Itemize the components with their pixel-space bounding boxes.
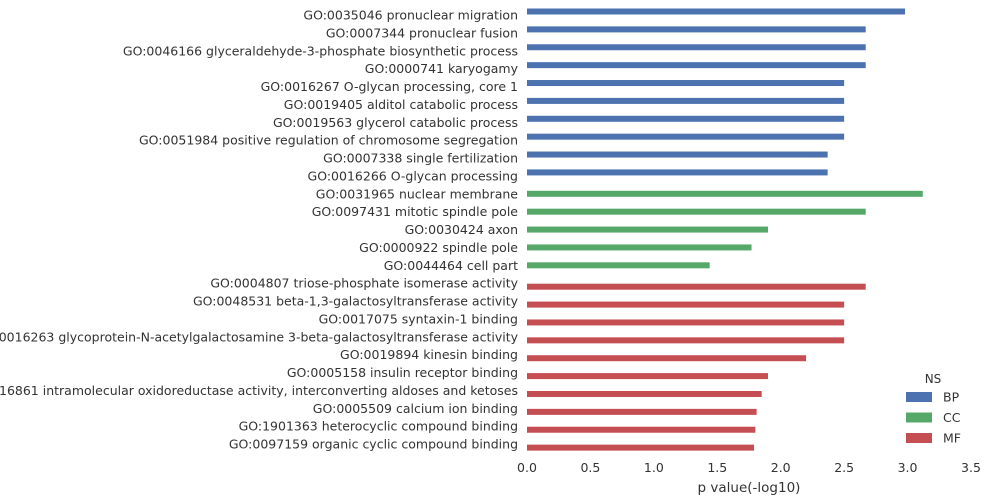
category-label: GO:0007338 single fertilization — [323, 151, 518, 166]
legend-label: MF — [943, 431, 961, 446]
legend-swatch-cc — [906, 412, 932, 423]
x-axis-title: p value(-log10) — [698, 480, 801, 496]
category-label: GO:0016263 glycoprotein-N-acetylgalactos… — [0, 329, 519, 344]
bar-mf — [527, 355, 807, 362]
category-label: GO:0000922 spindle pole — [359, 240, 518, 255]
category-label: GO:0048531 beta-1,3-galactosyltransferas… — [193, 294, 519, 309]
x-tick-label: 1.0 — [644, 460, 664, 475]
category-label: GO:0000741 karyogamy — [365, 61, 519, 76]
x-tick-label: 1.5 — [707, 460, 727, 475]
x-tick-label: 3.5 — [961, 460, 981, 475]
bars-layer — [527, 8, 923, 451]
category-label: GO:0019894 kinesin binding — [340, 347, 518, 362]
x-tick-label: 0.5 — [580, 460, 600, 475]
category-label: GO:0097431 mitotic spindle pole — [312, 204, 519, 219]
bar-mf — [527, 337, 845, 344]
bar-bp — [527, 151, 828, 158]
legend-swatch-bp — [906, 392, 932, 402]
bar-bp — [527, 8, 906, 15]
category-label: GO:0046166 glyceraldehyde-3-phosphate bi… — [123, 43, 518, 58]
bar-mf — [527, 319, 845, 326]
bar-bp — [527, 26, 866, 33]
bar-cc — [527, 262, 710, 269]
legend-title: NS — [925, 372, 942, 386]
category-label: GO:1901363 heterocyclic compound binding — [239, 419, 518, 434]
legend-swatch-mf — [906, 433, 932, 443]
category-label: GO:0007344 pronuclear fusion — [326, 25, 518, 40]
legend-label: CC — [943, 410, 961, 425]
bar-mf — [527, 373, 769, 380]
x-tick-label: 0.0 — [517, 460, 537, 475]
bar-mf — [527, 444, 755, 451]
bar-bp — [527, 97, 845, 104]
x-tick-label: 3.0 — [898, 460, 918, 475]
bar-mf — [527, 301, 845, 308]
category-label: GO:0030424 axon — [405, 222, 518, 237]
x-tick-label: 2.5 — [834, 460, 854, 475]
category-label: GO:0019563 glycerol catabolic process — [273, 115, 518, 130]
category-label: GO:0044464 cell part — [384, 258, 518, 273]
bar-bp — [527, 80, 845, 87]
bar-cc — [527, 190, 923, 197]
category-label: GO:0016266 O-glycan processing — [308, 168, 518, 183]
bar-bp — [527, 133, 845, 140]
category-labels: GO:0035046 pronuclear migration GO:000734… — [0, 8, 519, 452]
category-label: GO:0005509 calcium ion binding — [313, 401, 518, 416]
x-axis-ticks: 0.0 0.5 1.0 1.5 2.0 2.5 3.0 3.5 — [517, 460, 981, 475]
category-label: GO:0005158 insulin receptor binding — [287, 365, 518, 380]
category-label: GO:0017075 syntaxin-1 binding — [319, 311, 518, 326]
bar-cc — [527, 244, 752, 251]
bar-mf — [527, 390, 762, 397]
category-label: GO:0004807 triose-phosphate isomerase ac… — [210, 276, 518, 291]
bar-mf — [527, 408, 757, 415]
category-label: GO:0051984 positive regulation of chromo… — [139, 133, 518, 148]
bar-bp — [527, 115, 845, 122]
category-label: GO:0035046 pronuclear migration — [303, 8, 518, 23]
bar-cc — [527, 226, 769, 233]
legend: NS BP CC MF — [906, 372, 961, 446]
bar-bp — [527, 62, 866, 69]
category-label: GO:0031965 nuclear membrane — [316, 186, 519, 201]
category-label: GO:0016861 intramolecular oxidoreductase… — [0, 383, 518, 398]
category-label: GO:0016267 O-glycan processing, core 1 — [261, 79, 518, 94]
bar-cc — [527, 208, 866, 215]
category-label: GO:0097159 organic cyclic compound bindi… — [229, 437, 518, 452]
x-tick-label: 2.0 — [771, 460, 791, 475]
category-label: GO:0019405 alditol catabolic process — [284, 97, 518, 112]
legend-label: BP — [943, 390, 960, 405]
bar-mf — [527, 426, 756, 433]
bar-bp — [527, 44, 866, 51]
bar-bp — [527, 169, 828, 176]
bar-mf — [527, 283, 866, 290]
